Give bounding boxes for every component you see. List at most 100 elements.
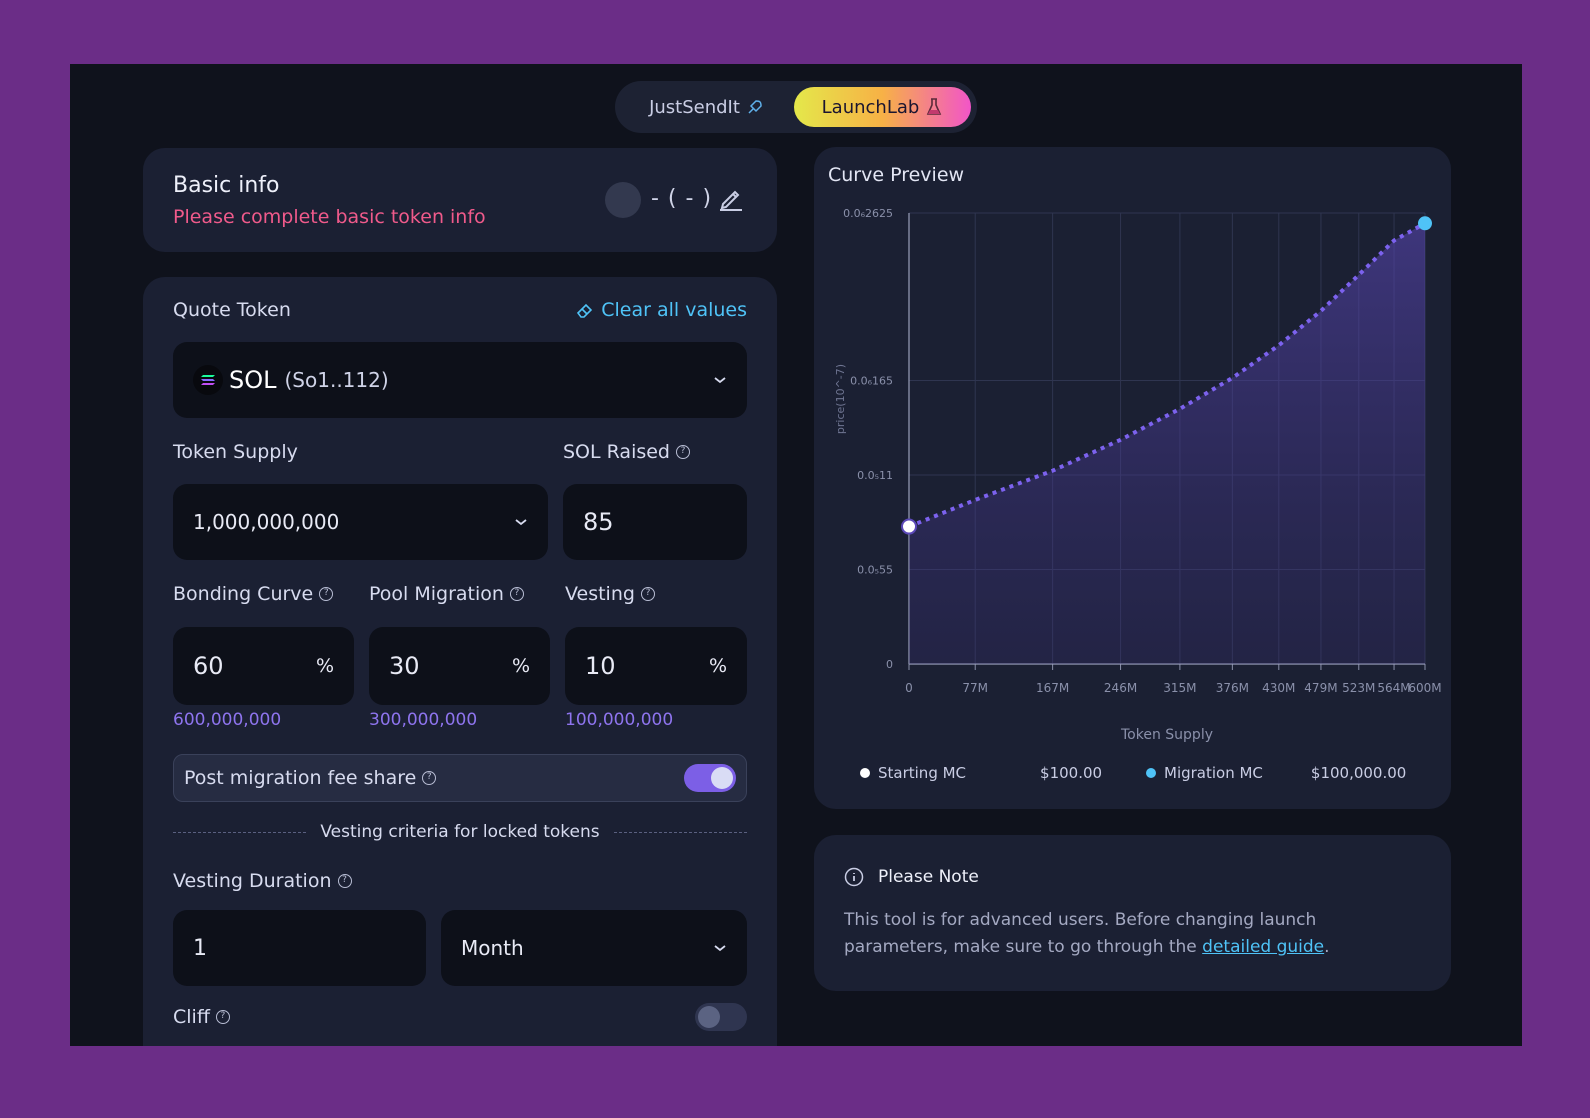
help-icon[interactable]: ?: [319, 587, 334, 601]
flask-icon: [927, 98, 942, 115]
note-body: This tool is for advanced users. Before …: [844, 907, 1404, 961]
y-tick-label: 0: [886, 658, 893, 671]
token-supply-select[interactable]: 1,000,000,000: [173, 484, 548, 560]
vesting-unit-select[interactable]: Month: [441, 910, 747, 986]
note-card: Please Note This tool is for advanced us…: [814, 835, 1451, 991]
vesting-duration-value: 1: [193, 935, 207, 961]
help-icon[interactable]: ?: [215, 1010, 230, 1024]
help-icon[interactable]: ?: [422, 771, 437, 785]
percent-sign: %: [315, 655, 334, 677]
x-tick-label: 315M: [1163, 681, 1196, 695]
end-point: [1418, 216, 1432, 231]
bonding-curve-value: 60: [193, 652, 224, 680]
y-tick-label: 0.0₅55: [857, 564, 893, 577]
curve-area: [909, 223, 1425, 664]
vesting-value: 10: [585, 652, 616, 680]
quote-token-label: Quote Token: [173, 299, 291, 321]
x-tick-label: 600M: [1408, 681, 1441, 695]
vesting-label: Vesting ?: [565, 583, 655, 605]
legend-migration-label: Migration MC: [1164, 764, 1263, 782]
legend-starting-label: Starting MC: [878, 764, 967, 782]
curve-preview-card: Curve Preview 0 77M 167M 246M 315M 376M 430M 47…: [814, 147, 1451, 809]
vesting-duration-label-text: Vesting Duration: [173, 870, 332, 892]
info-icon: [844, 867, 864, 887]
x-axis-label: Token Supply: [1120, 727, 1213, 743]
token-supply-label-text: Token Supply: [173, 441, 298, 463]
chevron-down-icon: [515, 519, 527, 526]
help-icon[interactable]: ?: [509, 587, 524, 601]
chart-title: Curve Preview: [828, 164, 965, 186]
clear-all-button[interactable]: Clear all values: [575, 299, 747, 321]
note-text: This tool is for advanced users. Before …: [844, 910, 1317, 957]
token-supply-value: 1,000,000,000: [193, 510, 340, 534]
mode-switch: JustSendIt LaunchLab: [615, 81, 977, 133]
bonding-curve-input[interactable]: 60 %: [173, 627, 354, 705]
percent-sign: %: [708, 655, 727, 677]
edit-icon[interactable]: [717, 184, 745, 212]
divider-line: [613, 831, 747, 833]
legend-starting-value: $100.00: [1040, 764, 1103, 782]
quote-token-symbol: SOL: [229, 366, 277, 394]
percent-sign: %: [511, 655, 530, 677]
x-tick-label: 479M: [1304, 681, 1337, 695]
quote-token-address: (So1..112): [284, 368, 389, 392]
note-header: Please Note: [844, 867, 979, 887]
tab-launchlab[interactable]: LaunchLab: [794, 87, 971, 127]
note-end: .: [1324, 937, 1330, 957]
clear-all-label: Clear all values: [601, 299, 747, 321]
pool-migration-value: 30: [389, 652, 420, 680]
detailed-guide-link[interactable]: detailed guide: [1202, 937, 1325, 957]
tab-launchlab-label: LaunchLab: [821, 96, 920, 118]
launch-form-card: Quote Token Clear all values SOL (So1..1…: [143, 277, 777, 1046]
divider-line: [173, 831, 307, 833]
fee-share-label: Post migration fee share: [184, 767, 417, 789]
tab-justsendit[interactable]: JustSendIt: [619, 87, 794, 127]
sol-raised-input[interactable]: 85: [563, 484, 747, 560]
chevron-down-icon: [714, 945, 726, 952]
cliff-toggle[interactable]: [695, 1003, 747, 1031]
vesting-tokens: 100,000,000: [565, 710, 674, 730]
pool-migration-label: Pool Migration ?: [369, 583, 524, 605]
tab-justsendit-label: JustSendIt: [649, 96, 740, 118]
y-tick-label: 0.0₆2625: [843, 207, 893, 220]
curve-chart: 0 77M 167M 246M 315M 376M 430M 479M 523M 564M600M…: [834, 207, 1442, 743]
pool-migration-input[interactable]: 30 %: [369, 627, 550, 705]
basic-info-card: Basic info Please complete basic token i…: [143, 148, 777, 252]
help-icon[interactable]: ?: [640, 587, 655, 601]
sol-raised-label: SOL Raised ?: [563, 441, 690, 463]
chevron-down-icon: [714, 377, 726, 384]
cliff-label: Cliff ?: [173, 1006, 230, 1028]
legend-dot-migration: [1146, 768, 1156, 778]
migration-tokens: 300,000,000: [369, 710, 478, 730]
y-axis-label: price(10^-7): [834, 364, 847, 434]
y-tick-label: 0.0₅11: [857, 469, 893, 482]
vesting-label-text: Vesting: [565, 583, 635, 605]
legend-dot-start: [860, 768, 870, 778]
pool-migration-label-text: Pool Migration: [369, 583, 504, 605]
quote-token-select[interactable]: SOL (So1..112): [173, 342, 747, 418]
vesting-criteria-divider: Vesting criteria for locked tokens: [173, 822, 747, 842]
x-tick-label: 376M: [1216, 681, 1249, 695]
token-supply-label: Token Supply: [173, 441, 298, 463]
bonding-curve-label-text: Bonding Curve: [173, 583, 314, 605]
x-tick-label: 523M: [1342, 681, 1375, 695]
eraser-icon: [577, 303, 593, 318]
legend-migration-mc: Migration MC $100,000.00: [1146, 764, 1406, 782]
vesting-duration-input[interactable]: 1: [173, 910, 426, 986]
help-icon[interactable]: ?: [337, 874, 352, 888]
toggle-knob: [698, 1006, 720, 1028]
bonding-tokens: 600,000,000: [173, 710, 282, 730]
sol-raised-label-text: SOL Raised: [563, 441, 670, 463]
rocket-icon: [748, 100, 762, 114]
fee-share-toggle[interactable]: [684, 764, 736, 792]
help-icon[interactable]: ?: [676, 445, 690, 459]
x-tick-label: 167M: [1036, 681, 1069, 695]
fee-share-row: Post migration fee share ?: [173, 754, 747, 802]
x-tick-label: 77M: [962, 681, 988, 695]
cliff-label-text: Cliff: [173, 1006, 210, 1028]
toggle-knob: [711, 767, 733, 789]
vesting-input[interactable]: 10 %: [565, 627, 747, 705]
vesting-unit-value: Month: [461, 936, 524, 960]
basic-info-title: Basic info: [173, 173, 280, 198]
app-window: JustSendIt LaunchLab Basic info Please c…: [70, 64, 1522, 1046]
